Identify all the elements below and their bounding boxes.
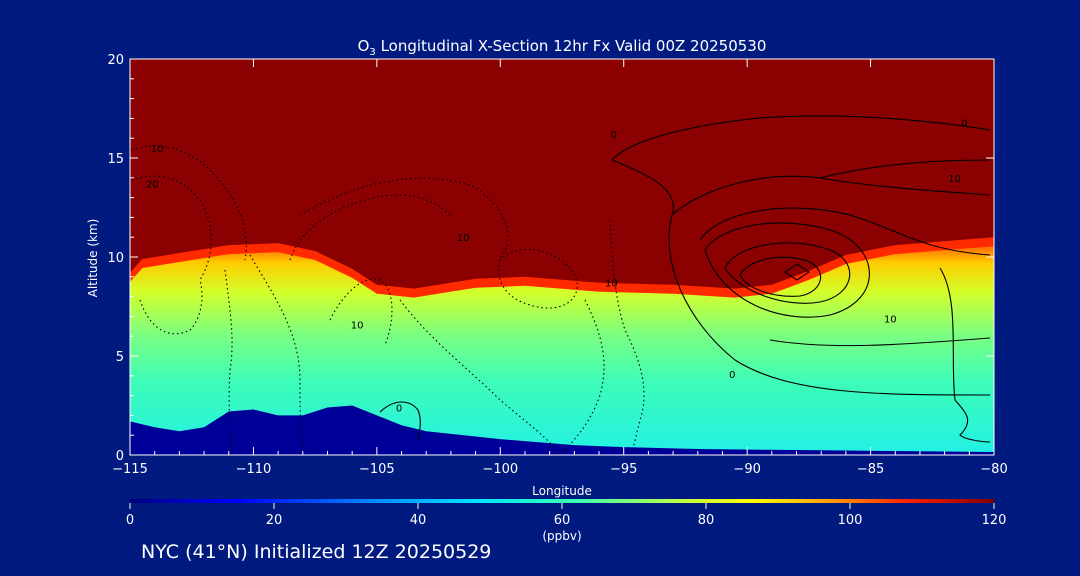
colorbar-unit-label: (ppbv): [542, 529, 581, 543]
contour-line: [724, 242, 851, 304]
contour-label: 0: [729, 370, 735, 381]
contour-line: [699, 207, 991, 256]
contour-line: [399, 299, 561, 455]
colorbar-tick-label: 40: [410, 513, 427, 528]
contour-line: [769, 337, 991, 347]
x-tick-label: −105: [359, 462, 395, 477]
contour-line: [819, 159, 991, 179]
contour-line: [329, 278, 393, 346]
contour-line: [379, 401, 421, 441]
x-tick-label: −95: [610, 462, 637, 477]
colorbar-tick-label: 60: [554, 513, 571, 528]
x-tick-label: −115: [112, 462, 148, 477]
x-axis-label: Longitude: [532, 484, 592, 498]
y-axis: 0 5 10 15 20: [107, 53, 994, 464]
x-axis: −115 −110 −105 −100 −95 −90 −85 −80: [112, 59, 1008, 477]
troposphere-field: [130, 246, 994, 455]
x-tick-label: −100: [482, 462, 518, 477]
y-tick-label: 15: [107, 152, 124, 167]
footer-caption: NYC (41°N) Initialized 12Z 20250529: [141, 541, 492, 563]
contour-label: 10: [351, 320, 364, 331]
contour-line: [939, 267, 991, 443]
y-tick-label: 5: [116, 350, 124, 365]
contour-line: [289, 194, 451, 261]
contour-label: 10: [948, 174, 961, 185]
contour-label: 20: [146, 180, 159, 191]
contour-label: 10: [151, 144, 164, 155]
contour-line: [611, 159, 991, 396]
ozone-contours: [131, 115, 991, 455]
colorbar: 0 20 40 60 80 100 120 (ppbv): [126, 499, 1007, 543]
contour-label: 0: [611, 130, 617, 141]
contour-line: [299, 177, 509, 259]
contour-line: [139, 279, 203, 335]
contour-label: 0: [961, 118, 967, 129]
y-tick-label: 0: [116, 449, 124, 464]
contour-line: [704, 222, 870, 318]
x-tick-label: −80: [980, 462, 1007, 477]
contour-line: [671, 175, 991, 216]
plot-area: 10 20 10 10 10 0 0 10 10 0 0: [130, 59, 994, 455]
colorbar-tick-label: 120: [982, 513, 1007, 528]
contour-label: 0: [396, 403, 402, 414]
colorbar-ticks: 0 20 40 60 80 100 120: [126, 503, 1007, 528]
colorbar-tick-label: 80: [698, 513, 715, 528]
terrain-mask: [130, 405, 994, 455]
colorbar-tick-label: 100: [838, 513, 863, 528]
contour-label: 10: [605, 279, 618, 290]
x-tick-label: −85: [857, 462, 884, 477]
contour-line: [611, 115, 991, 161]
y-tick-label: 20: [107, 53, 124, 68]
colorbar-tick-label: 20: [266, 513, 283, 528]
contour-line: [739, 256, 822, 297]
contour-line: [131, 145, 247, 261]
contour-line: [498, 248, 578, 309]
contour-labels: 10 20 10 10 10 0 0 10 10 0 0: [146, 118, 968, 414]
colorbar-tick-label: 0: [126, 513, 134, 528]
contour-line: [609, 219, 645, 455]
x-tick-label: −90: [733, 462, 760, 477]
contour-label: 10: [884, 314, 897, 325]
contour-line: [784, 263, 810, 281]
colorbar-ramp: [130, 499, 994, 503]
y-axis-label: Altitude (km): [86, 219, 100, 298]
contour-line: [224, 269, 233, 455]
chart-title: O3 Longitudinal X-Section 12hr Fx Valid …: [358, 37, 767, 58]
x-tick-label: −110: [236, 462, 272, 477]
y-tick-label: 10: [107, 251, 124, 266]
contour-label: 10: [457, 233, 470, 244]
